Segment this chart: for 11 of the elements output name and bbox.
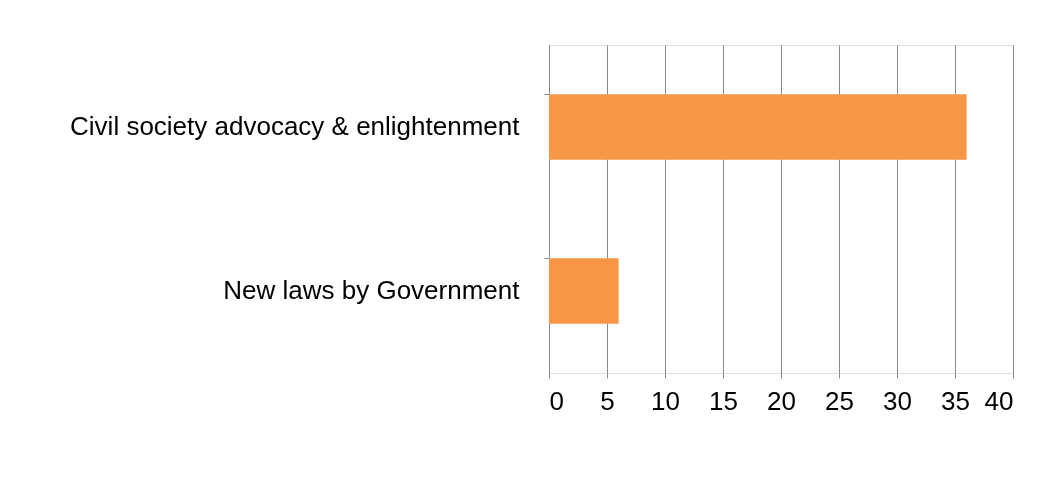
- y-tick-label: New laws by Government: [223, 275, 521, 305]
- x-tick-label: 5: [600, 385, 615, 416]
- x-tick-label: 20: [767, 385, 796, 416]
- x-tick-label: 15: [709, 385, 738, 416]
- y-tick-label: Civil society advocacy & enlightenment: [70, 111, 521, 141]
- x-tick-label: 10: [651, 385, 680, 416]
- x-tick-label: 25: [825, 385, 854, 416]
- x-tick-label: 0: [549, 385, 564, 416]
- x-tick-label: 30: [883, 385, 912, 416]
- x-tick-label: 40: [984, 385, 1014, 416]
- x-tick-label: 35: [941, 385, 970, 416]
